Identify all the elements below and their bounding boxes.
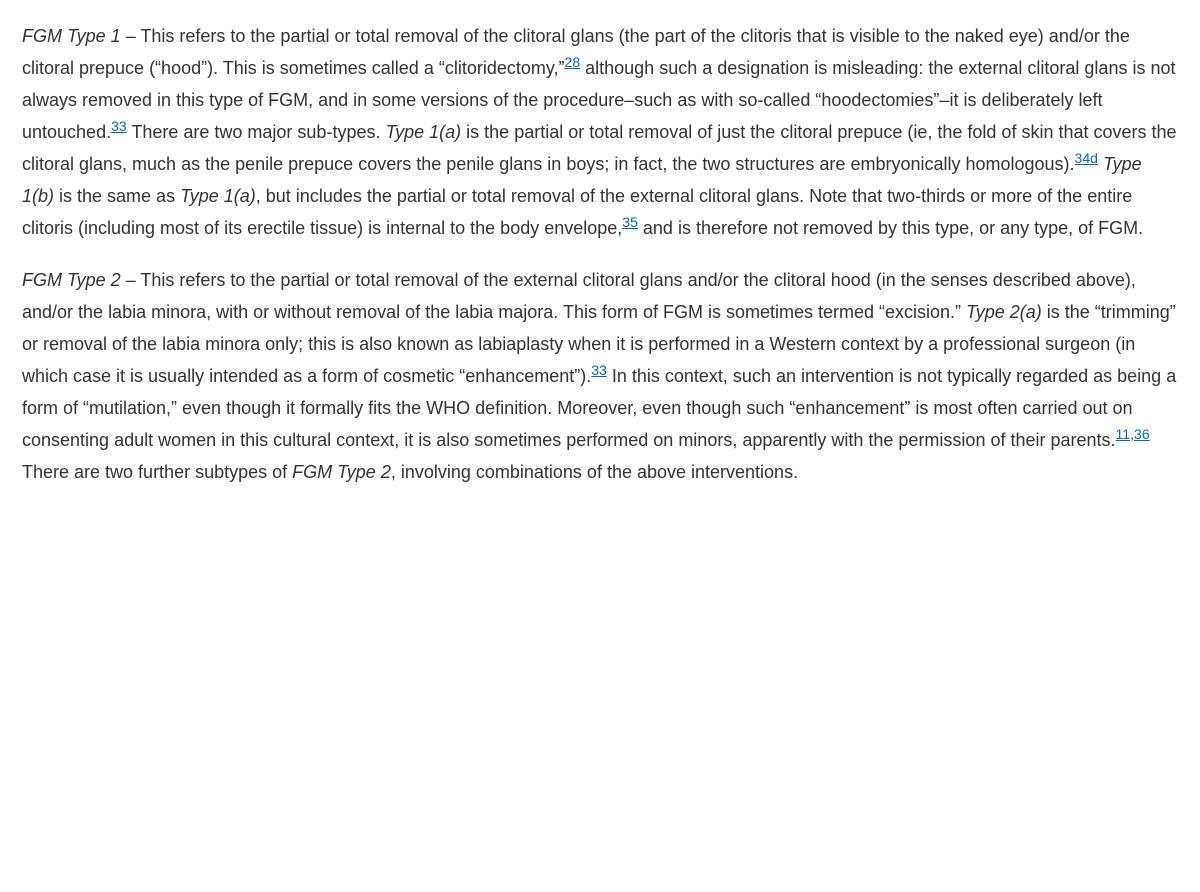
- term-fgm-type-1: FGM Type 1: [22, 26, 121, 46]
- paragraph-fgm-type-2: FGM Type 2 – This refers to the partial …: [22, 264, 1178, 488]
- term-type-1a: Type 1(a): [385, 122, 461, 142]
- citation-33b[interactable]: 33: [591, 362, 607, 378]
- citation-35[interactable]: 35: [622, 214, 638, 230]
- text-run: There are two major sub-types.: [127, 122, 386, 142]
- term-fgm-type-2: FGM Type 2: [22, 270, 121, 290]
- term-fgm-type-2-repeat: FGM Type 2: [292, 462, 391, 482]
- citation-33[interactable]: 33: [111, 118, 127, 134]
- text-run: and is therefore not removed by this typ…: [638, 218, 1143, 238]
- paragraph-fgm-type-1: FGM Type 1 – This refers to the partial …: [22, 20, 1178, 244]
- text-run: is the same as: [54, 186, 180, 206]
- term-type-2a: Type 2(a): [966, 302, 1042, 322]
- citation-36[interactable]: 36: [1134, 426, 1150, 442]
- citation-11[interactable]: 11: [1116, 426, 1131, 442]
- text-run: There are two further subtypes of: [22, 462, 292, 482]
- text-run: , involving combinations of the above in…: [391, 462, 798, 482]
- citation-34d[interactable]: 34d: [1075, 150, 1098, 166]
- citation-28[interactable]: 28: [565, 54, 581, 70]
- term-type-1a-repeat: Type 1(a): [180, 186, 256, 206]
